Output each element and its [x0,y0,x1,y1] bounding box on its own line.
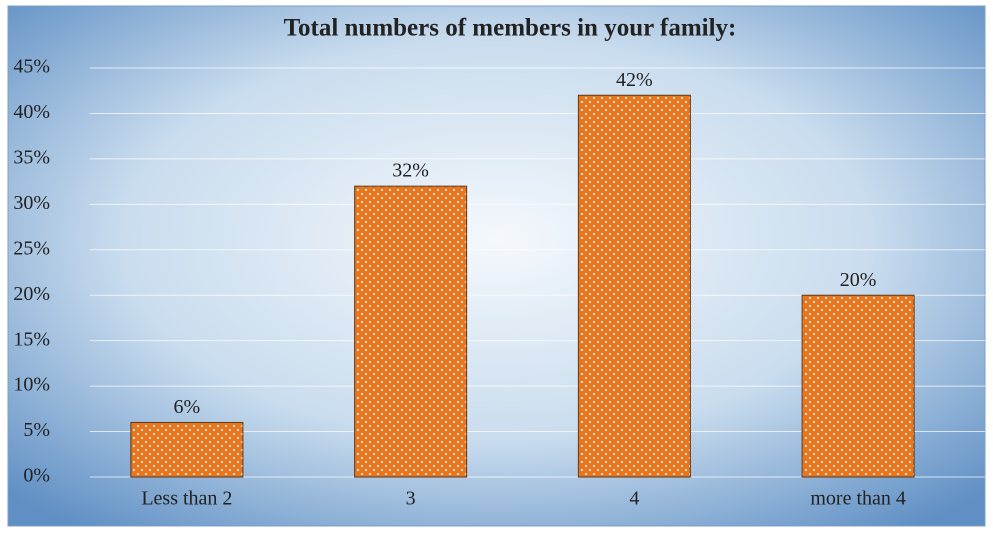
y-tick-label: 25% [13,237,50,259]
chart-title: Total numbers of members in your family: [284,15,737,42]
y-tick-label: 35% [13,146,50,168]
x-tick-label: Less than 2 [141,488,232,510]
y-tick-label: 0% [23,465,50,487]
y-tick-label: 45% [13,56,50,78]
bar [577,94,691,478]
data-label: 42% [616,69,653,91]
y-tick-label: 15% [13,328,50,350]
bar [130,421,244,478]
x-tick-label: 3 [406,488,416,510]
bar [801,294,915,478]
bar [354,185,468,478]
y-tick-label: 5% [23,419,50,441]
y-tick-label: 30% [13,192,50,214]
x-tick-label: 4 [629,488,639,510]
data-label: 20% [840,269,877,291]
data-label: 6% [174,396,201,418]
y-tick-label: 20% [13,283,50,305]
y-tick-label: 10% [13,374,50,396]
y-tick-label: 40% [13,101,50,123]
data-label: 32% [392,160,429,182]
x-tick-label: more than 4 [810,488,906,510]
